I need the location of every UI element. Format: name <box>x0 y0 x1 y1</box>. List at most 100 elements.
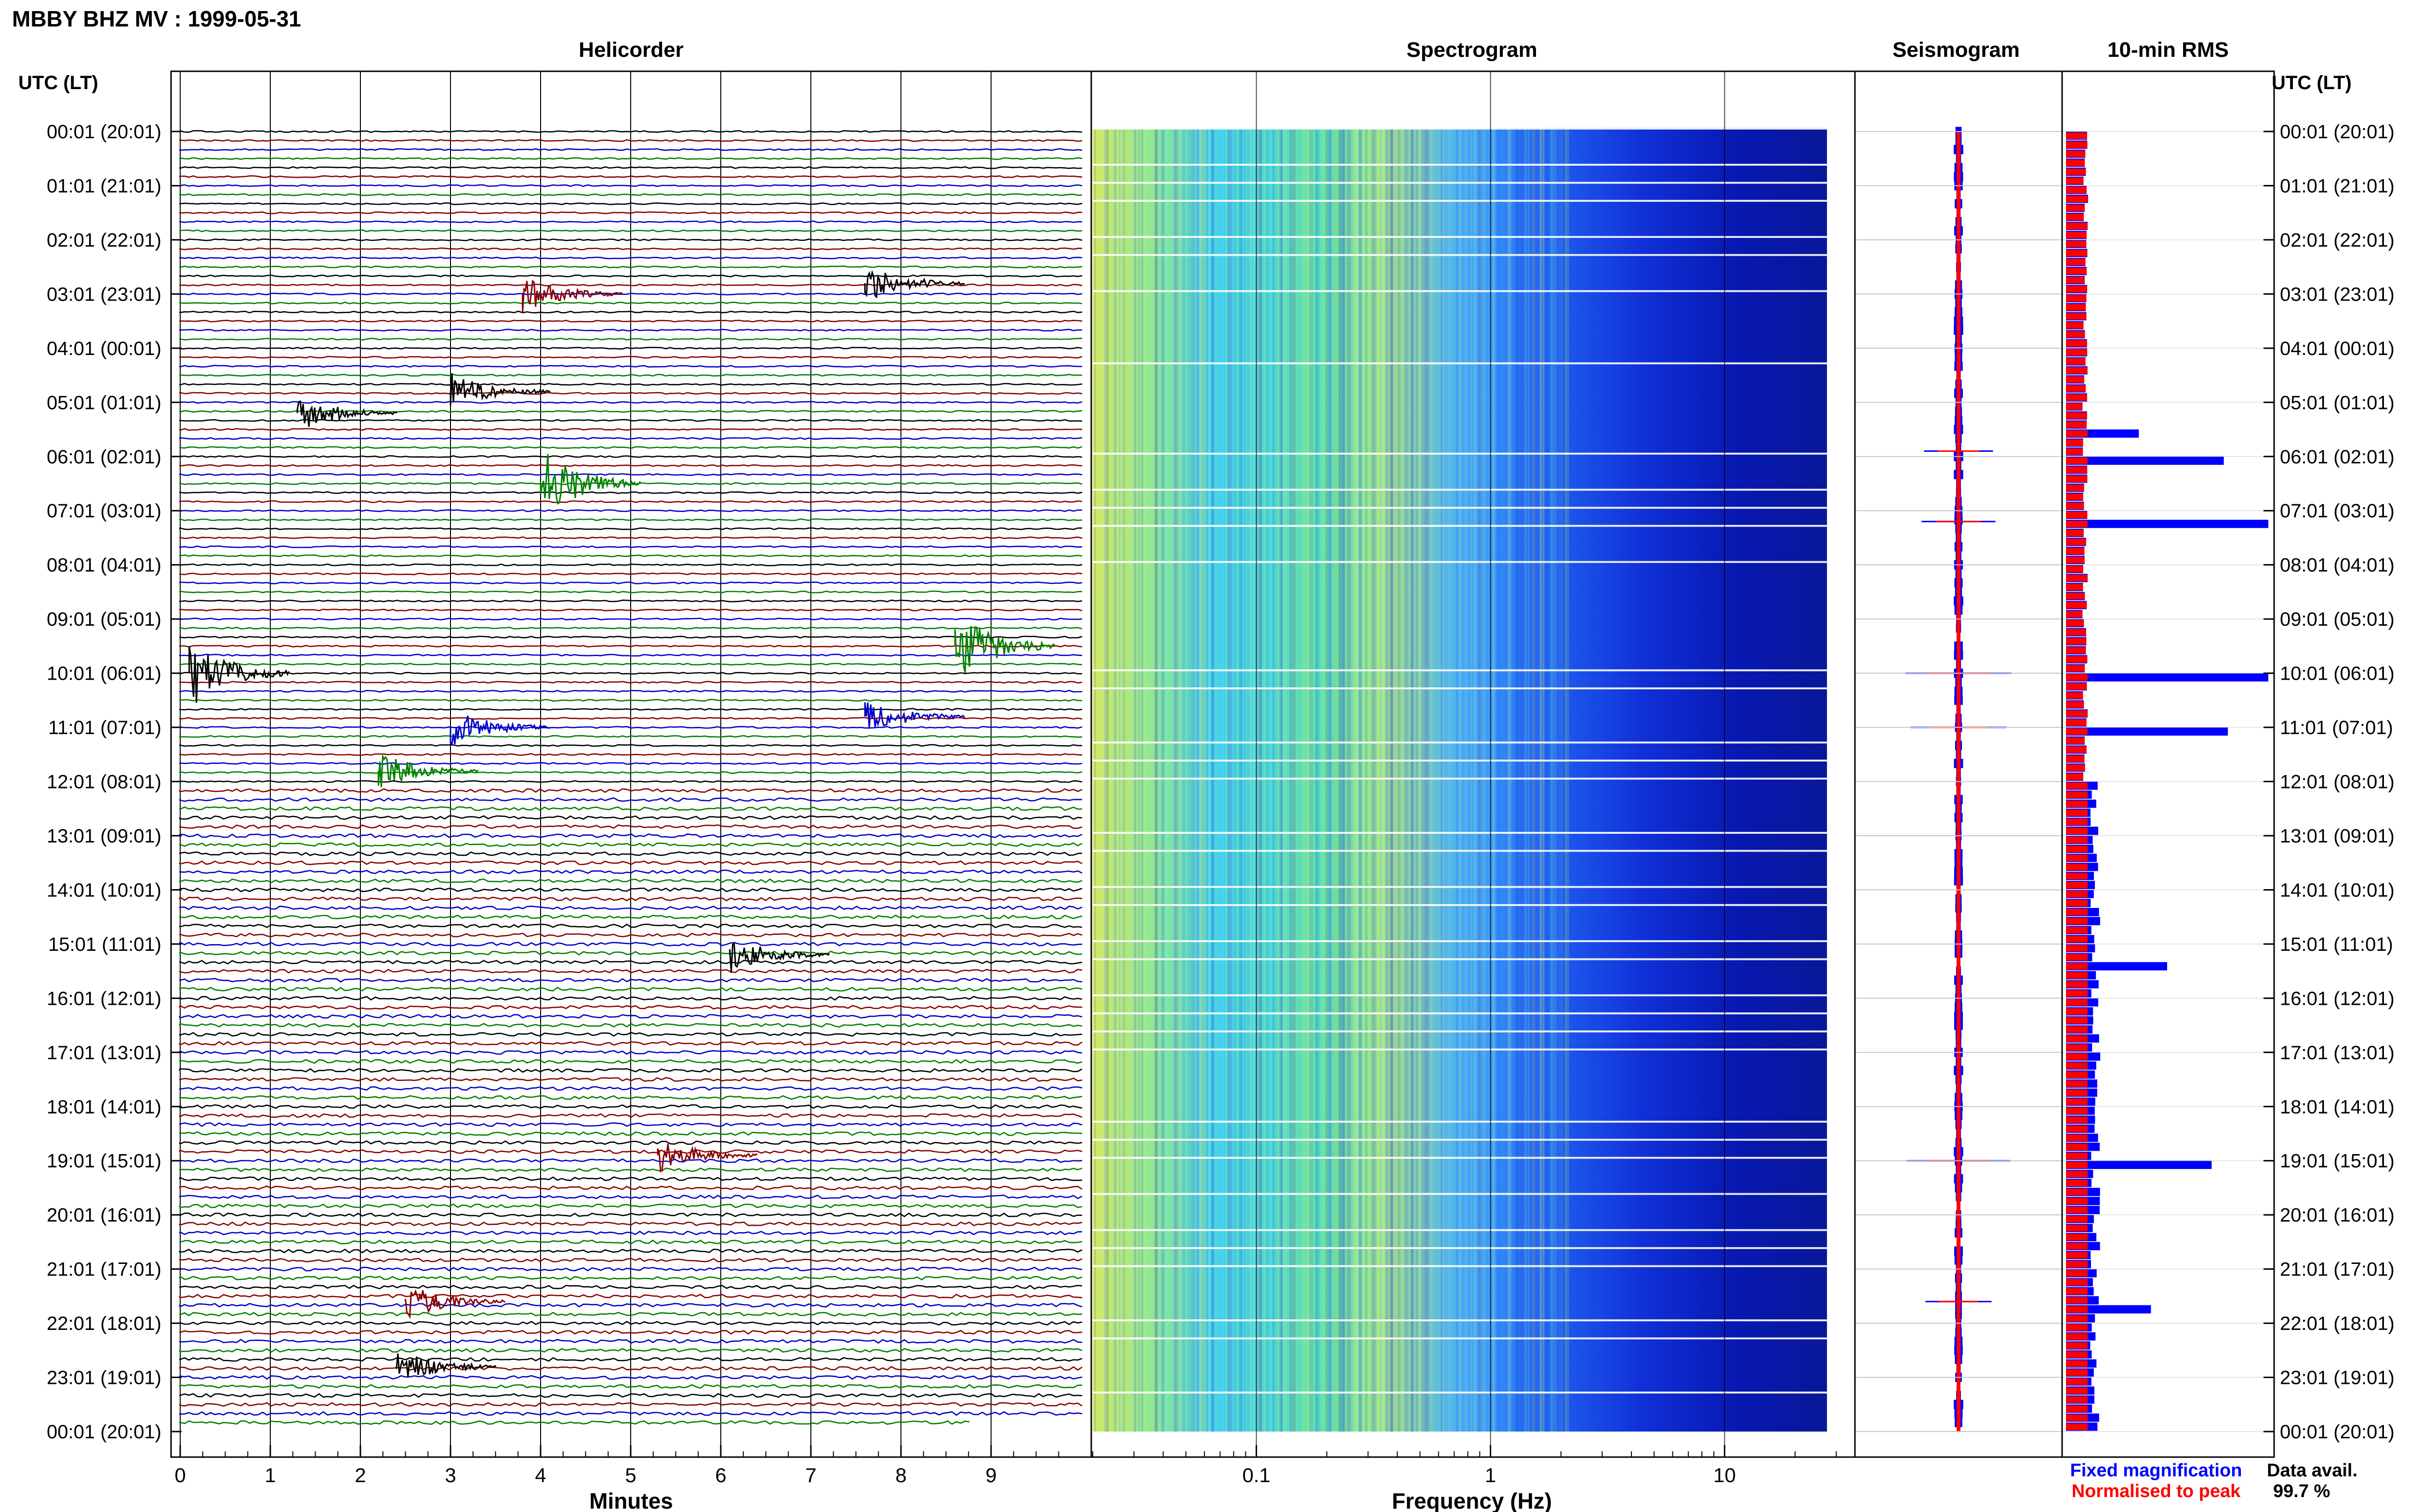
rms-normalised-bar <box>2066 196 2088 202</box>
rms-normalised-bar <box>2066 349 2088 356</box>
helicorder-trace-row <box>179 292 1083 296</box>
rms-normalised-bar <box>2066 918 2088 925</box>
helicorder-trace-row <box>179 563 1083 566</box>
helicorder-trace-row <box>179 374 1083 377</box>
spectrogram-gap <box>1093 1247 1827 1249</box>
helicorder-trace-row <box>179 554 1083 557</box>
rms-normalised-bar <box>2066 719 2087 726</box>
utc-tick-label-left: 23:01 (19:01) <box>47 1367 161 1389</box>
rms-normalised-bar <box>2066 1117 2088 1123</box>
rms-normalised-bar <box>2066 1044 2088 1051</box>
rms-normalised-bar <box>2066 385 2086 392</box>
rms-normalised-bar <box>2066 755 2085 762</box>
helicorder-trace-row <box>179 608 1083 612</box>
helicorder-event <box>729 941 830 973</box>
minute-tick-label: 4 <box>535 1464 546 1486</box>
helicorder-trace-row <box>179 220 1083 224</box>
rms-normalised-bar <box>2066 1053 2088 1060</box>
rms-normalised-bar <box>2066 954 2088 961</box>
helicorder-event <box>396 1353 497 1378</box>
helicorder-trace-row <box>178 1275 1083 1281</box>
rms-normalised-bar <box>2066 855 2088 862</box>
minute-tick-label: 3 <box>445 1464 456 1486</box>
rms-normalised-bar <box>2066 502 2084 510</box>
helicorder-trace-row <box>179 744 1083 747</box>
helicorder-trace-row <box>179 762 1083 765</box>
rms-normalised-bar <box>2066 529 2084 537</box>
utc-tick-label-left: 03:01 (23:01) <box>47 284 161 305</box>
rms-normalised-bar <box>2066 881 2088 889</box>
helicorder-trace-row <box>179 1312 1083 1317</box>
utc-tick-label-left: 00:01 (20:01) <box>47 121 161 143</box>
spectrogram-gap <box>1093 1392 1827 1394</box>
helicorder-trace-row <box>179 851 1083 856</box>
helicorder-trace-row <box>179 157 1083 160</box>
helicorder-trace-row <box>178 1023 1083 1028</box>
helicorder-event <box>188 646 290 703</box>
minute-tick-label: 9 <box>985 1464 996 1486</box>
rms-normalised-bar <box>2066 331 2085 338</box>
utc-tick-label-left: 13:01 (09:01) <box>47 826 161 847</box>
rms-normalised-bar <box>2066 611 2083 618</box>
helicorder-trace-row <box>179 842 1083 847</box>
helicorder-trace-row <box>179 923 1083 929</box>
rms-normalised-bar <box>2066 592 2085 600</box>
rms-normalised-bar <box>2066 412 2087 419</box>
rms-normalised-bar <box>2066 1170 2088 1178</box>
rms-normalised-bar <box>2066 602 2087 609</box>
utc-tick-label-right: 10:01 (06:01) <box>2280 663 2395 684</box>
spectrogram-gap <box>1093 886 1827 888</box>
utc-tick-label-right: 00:01 (20:01) <box>2280 1421 2395 1443</box>
helicorder-trace-row <box>179 708 1083 711</box>
rms-normalised-bar <box>2066 548 2085 554</box>
rms-normalised-bar <box>2066 809 2088 816</box>
rms-normalised-bar <box>2066 1387 2088 1394</box>
helicorder-trace-row <box>179 355 1083 359</box>
helicorder-trace-row <box>179 518 1083 521</box>
utc-tick-label-right: 02:01 (22:01) <box>2280 230 2395 251</box>
spectrogram-gap <box>1093 994 1827 997</box>
rms-normalised-bar <box>2066 1324 2088 1331</box>
helicorder-trace-row <box>179 536 1083 539</box>
helicorder-trace-row <box>179 482 1083 485</box>
spectrogram-gap <box>1093 1157 1827 1159</box>
helicorder-trace-row <box>179 211 1083 214</box>
minute-tick-label: 0 <box>174 1464 185 1486</box>
spectrogram-gap <box>1093 850 1827 852</box>
utc-tick-label-right: 18:01 (14:01) <box>2280 1096 2395 1118</box>
rms-normalised-bar <box>2066 169 2086 175</box>
spectrogram-gap <box>1093 1120 1827 1123</box>
utc-tick-label-left: 10:01 (06:01) <box>47 663 161 684</box>
rms-normalised-bar <box>2066 141 2088 148</box>
rms-normalised-bar <box>2066 791 2088 798</box>
rms-fixed-bar <box>2066 727 2228 736</box>
helicorder-trace-row <box>179 1194 1083 1199</box>
minute-tick-label: 7 <box>805 1464 816 1486</box>
helicorder-trace-row <box>179 509 1082 513</box>
spectrogram-gap <box>1093 290 1827 292</box>
rms-normalised-bar <box>2066 1008 2088 1015</box>
rms-normalised-bar <box>2066 575 2088 582</box>
helicorder-trace-row <box>178 1375 1083 1380</box>
utc-tick-label-right: 06:01 (02:01) <box>2280 447 2395 468</box>
helicorder-trace-row <box>179 527 1082 530</box>
helicorder-trace-row <box>179 996 1083 1001</box>
rms-normalised-bar <box>2066 132 2087 139</box>
spectrogram-gap <box>1093 452 1827 455</box>
spectrogram-gap <box>1093 199 1827 202</box>
helicorder-trace-row <box>179 139 1083 142</box>
spectrogram-gap <box>1093 561 1827 563</box>
rms-normalised-bar <box>2066 1026 2088 1033</box>
rms-normalised-bar <box>2066 1234 2088 1241</box>
rms-normalised-bar <box>2066 818 2088 826</box>
rms-normalised-bar <box>2066 1396 2088 1403</box>
helicorder-trace-row <box>179 815 1083 820</box>
rms-normalised-bar <box>2066 1405 2088 1412</box>
rms-normalised-bar <box>2066 556 2085 564</box>
rms-fixed-bar <box>2066 1160 2212 1169</box>
helicorder-trace-row <box>178 1348 1083 1353</box>
rms-normalised-bar <box>2066 1216 2088 1223</box>
legend-normalised: Normalised to peak <box>2072 1481 2241 1501</box>
rms-normalised-bar <box>2066 1107 2088 1114</box>
